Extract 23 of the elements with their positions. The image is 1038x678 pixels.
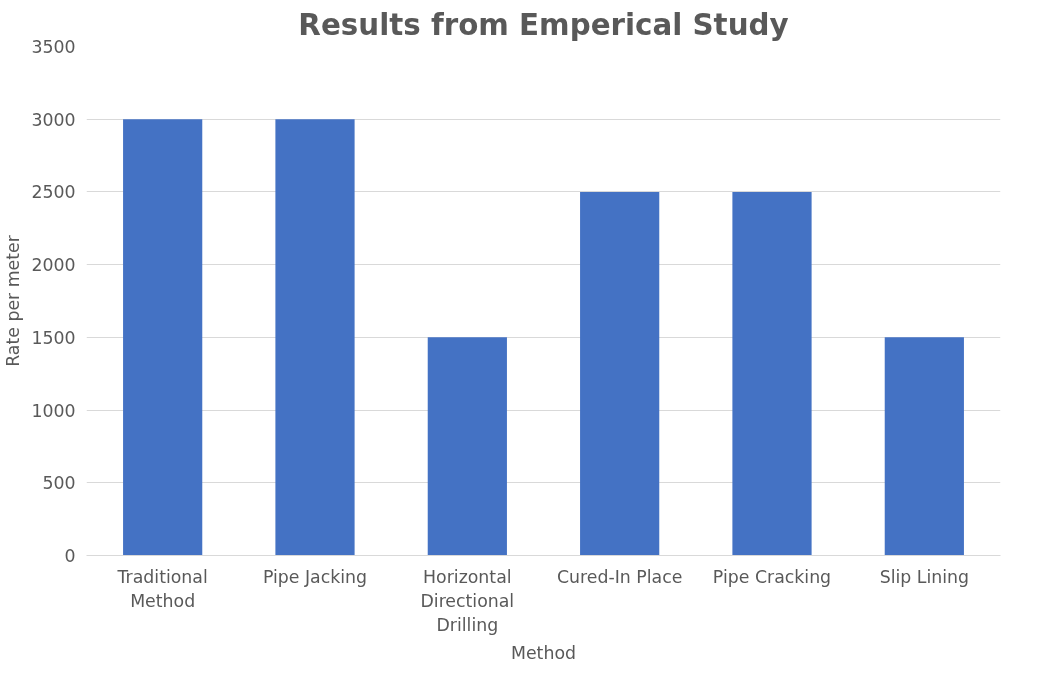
y-tick-label: 500: [42, 473, 76, 494]
x-tick-label: Pipe Jacking: [262, 566, 368, 587]
x-tick-label: Traditional Method: [116, 566, 208, 611]
y-tick-label: 2500: [31, 182, 76, 203]
y-tick-label: 3000: [31, 109, 76, 130]
y-tick-label: 3500: [31, 37, 76, 57]
y-tick-label: 1000: [31, 400, 76, 421]
y-axis-title: Rate per meter: [3, 234, 24, 367]
x-tick-label: Pipe Cracking: [712, 566, 832, 587]
bar: [732, 191, 812, 556]
y-tick-label: 2000: [31, 255, 76, 276]
bar: [884, 337, 964, 556]
x-tick-label: Slip Lining: [879, 566, 970, 587]
bar: [123, 119, 203, 556]
x-tick-label: Horizontal Directional Drilling: [420, 566, 515, 635]
bar: [275, 119, 355, 556]
x-axis-title: Method: [511, 642, 577, 663]
x-tick-label: Cured-In Place: [556, 566, 683, 587]
chart-title: Results from Emperical Study: [298, 7, 789, 42]
bar: [427, 337, 507, 556]
y-tick-label: 1500: [31, 327, 76, 348]
y-tick-label: 0: [64, 546, 76, 566]
bar: [580, 191, 660, 556]
